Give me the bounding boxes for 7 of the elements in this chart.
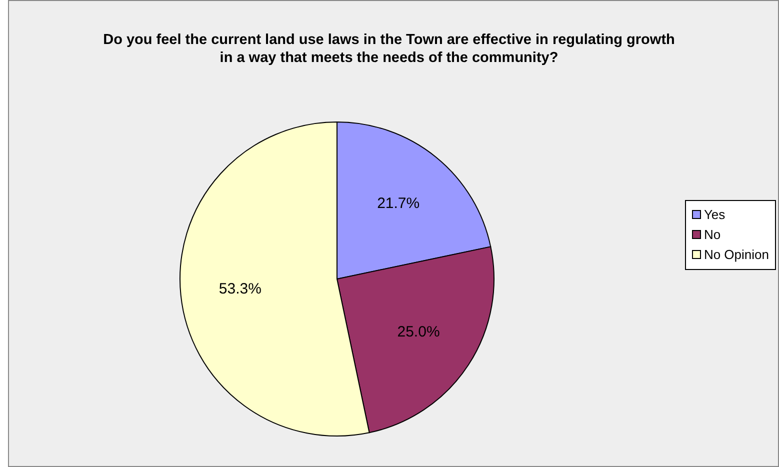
legend-label: Yes — [704, 207, 726, 222]
data-label: 21.7% — [377, 194, 420, 212]
data-label: 25.0% — [397, 324, 440, 341]
legend-label: No Opinion — [704, 247, 769, 262]
legend-label: No — [704, 227, 721, 242]
chart-title: Do you feel the current land use laws in the Town are effective in regulating growth in a way that meets the needs of the community? — [102, 31, 676, 67]
data-label: 53.3% — [218, 280, 262, 298]
